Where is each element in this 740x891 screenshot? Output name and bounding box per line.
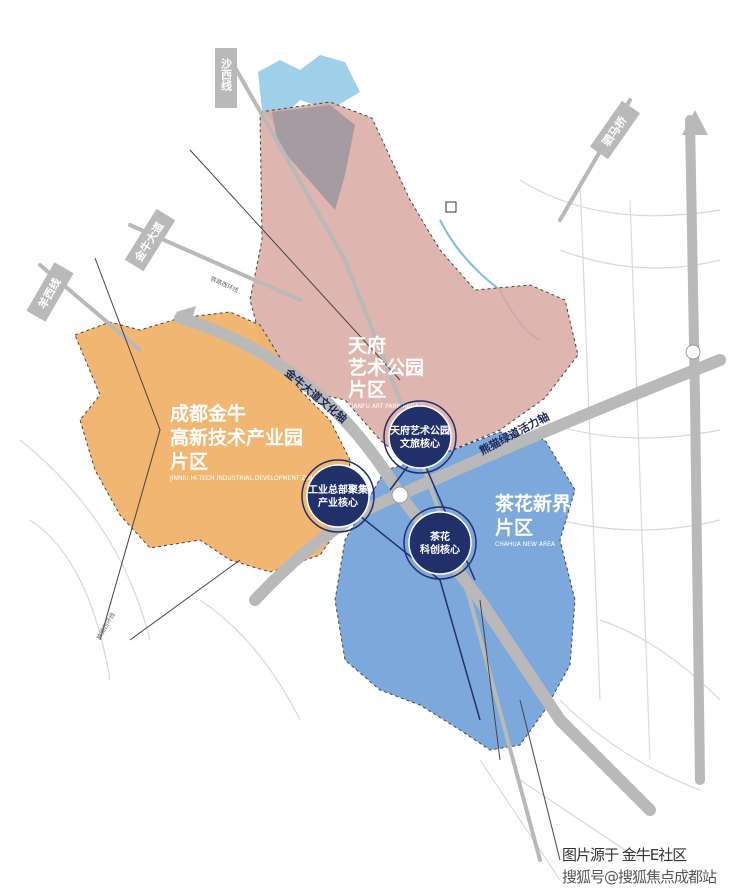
zone-label-chahua: 茶花新界 片区 CHAHUA NEW AREA	[495, 492, 571, 548]
svg-text:天府艺术公园: 天府艺术公园	[390, 424, 450, 437]
svg-text:TIANFU ART PARK AREA: TIANFU ART PARK AREA	[347, 403, 420, 410]
arrow-head-icon	[682, 110, 708, 135]
zone-chahua[interactable]	[334, 431, 576, 751]
watermark: 搜狐号@搜狐焦点成都站	[562, 868, 717, 886]
svg-text:CHAHUA NEW AREA: CHAHUA NEW AREA	[495, 541, 556, 548]
svg-text:产业核心: 产业核心	[318, 496, 358, 509]
svg-text:沙西线: 沙西线	[220, 58, 233, 92]
svg-text:工业总部聚集: 工业总部聚集	[308, 483, 369, 496]
map-marker	[445, 201, 457, 213]
svg-text:片区: 片区	[348, 378, 386, 401]
svg-text:科创核心: 科创核心	[420, 543, 460, 556]
core-chahua-tech[interactable]: 茶花 科创核心	[403, 506, 477, 580]
zone-label-jinniu: 成都金牛 高新技术产业园 片区 JINNIU HI-TECH INDUSTRIA…	[169, 402, 319, 482]
svg-text:天府: 天府	[348, 334, 386, 357]
road-label-shaxi: 沙西线	[215, 48, 237, 108]
core-art-park[interactable]: 天府艺术公园 文旅核心	[383, 400, 457, 474]
svg-text:高新技术产业园: 高新技术产业园	[170, 426, 303, 449]
road-label-yangxi: 羊西线	[26, 262, 74, 322]
lake	[258, 55, 360, 125]
zone-art-park-lake-area	[272, 105, 355, 210]
svg-text:茶花: 茶花	[429, 530, 450, 543]
zone-label-art-park: 天府 艺术公园 片区 TIANFU ART PARK AREA	[347, 334, 424, 410]
svg-text:艺术公园: 艺术公园	[348, 357, 424, 379]
svg-text:JINNIU HI-TECH INDUSTRIAL DEVE: JINNIU HI-TECH INDUSTRIAL DEVELOPMENT ZO…	[169, 475, 319, 482]
image-caption: 图片源于 金牛E社区	[562, 846, 687, 864]
svg-text:片区: 片区	[170, 450, 208, 473]
core-industrial-hq[interactable]: 工业总部聚集 产业核心	[301, 459, 375, 533]
svg-text:文旅核心: 文旅核心	[400, 437, 440, 450]
direction-lines	[94, 149, 561, 861]
svg-text:成都金牛: 成都金牛	[170, 402, 246, 425]
arrow-head-icon	[176, 306, 196, 326]
roundabout	[391, 486, 409, 504]
road-label-simaqiao: 驷马桥	[589, 100, 641, 160]
street-network	[19, 179, 721, 881]
roundabout	[685, 344, 701, 360]
svg-text:茶花新界: 茶花新界	[495, 492, 571, 515]
svg-text:片区: 片区	[495, 516, 533, 539]
railway-label: 铁路西环线	[209, 275, 240, 295]
